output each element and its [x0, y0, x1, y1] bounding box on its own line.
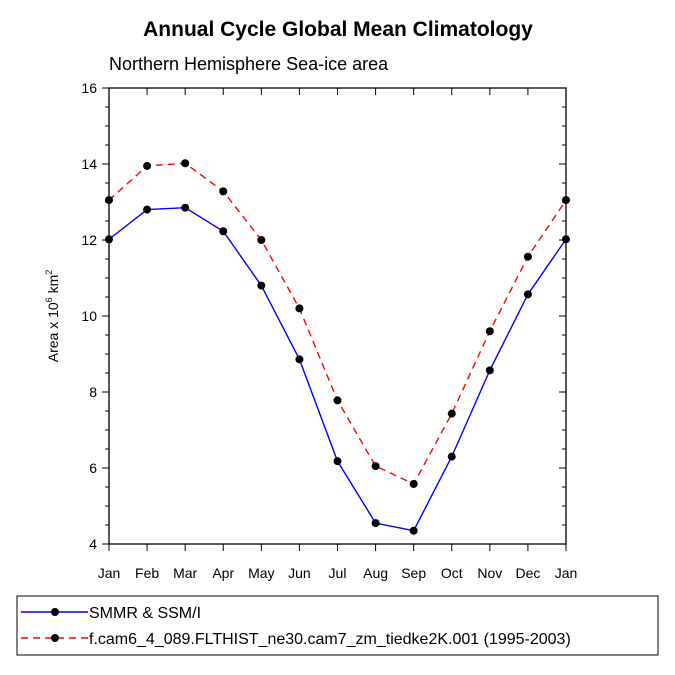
data-point [143, 205, 152, 214]
plot-area-frame [108, 87, 567, 545]
data-point [295, 355, 304, 364]
legend-marker [51, 608, 59, 616]
data-point [219, 227, 228, 236]
data-point [485, 366, 494, 375]
series-line [108, 206, 567, 532]
y-tick-label: 10 [81, 308, 97, 324]
data-point [523, 252, 532, 261]
x-tick-label: Mar [173, 565, 197, 581]
series-2 [105, 159, 570, 488]
y-axis-label: Area x 106 km2 [44, 270, 61, 363]
data-point [105, 196, 113, 205]
data-point [143, 161, 152, 170]
data-point [371, 462, 380, 471]
x-tick-label: Apr [212, 565, 234, 581]
data-point [333, 457, 342, 466]
x-tick-label: Aug [363, 565, 388, 581]
y-tick-label: 4 [89, 536, 97, 552]
x-tick-label: Oct [441, 565, 463, 581]
y-tick-labels: 4 6 8 10 12 14 16 [81, 80, 97, 552]
data-point [333, 396, 342, 405]
x-tick-label: Nov [477, 565, 502, 581]
y-tick-label: 12 [81, 232, 97, 248]
x-tick-label: Jun [288, 565, 311, 581]
x-tick-labels: Jan Feb Mar Apr May Jun Jul Aug Sep Oct Nov Dec Jan [98, 565, 578, 581]
y-tick-label: 16 [81, 80, 97, 96]
y-axis-label-prefix: Area x 10 [45, 302, 61, 362]
data-point [181, 203, 190, 212]
x-tick-label: May [248, 565, 274, 581]
legend-label: SMMR & SSM/I [89, 605, 201, 622]
x-tick-label: Dec [515, 565, 540, 581]
data-point [447, 452, 456, 461]
x-tick-label: Jan [555, 565, 578, 581]
x-tick-label: Sep [401, 565, 426, 581]
x-tick-label: Feb [135, 565, 159, 581]
data-point [485, 327, 494, 336]
data-point [295, 304, 304, 313]
legend-label: f.cam6_4_089.FLTHIST_ne30.cam7_zm_tiedke… [89, 631, 571, 648]
data-point [409, 526, 418, 535]
legend-box [16, 595, 659, 656]
x-tick-label: Jan [98, 565, 121, 581]
data-point [219, 187, 228, 196]
series-line [108, 162, 567, 485]
data-point [447, 409, 456, 418]
data-point [181, 159, 190, 168]
y-axis-label-unit-exponent: 2 [44, 270, 54, 275]
legend-marker [51, 634, 59, 642]
legend-item: SMMR & SSM/I [21, 605, 201, 622]
data-point [562, 196, 570, 205]
chart-subtitle: Northern Hemisphere Sea-ice area [109, 54, 389, 74]
data-point [257, 281, 266, 290]
y-axis-label-exponent: 6 [44, 297, 54, 302]
y-tick-label: 8 [89, 384, 97, 400]
data-point [257, 236, 266, 244]
legend-item: f.cam6_4_089.FLTHIST_ne30.cam7_zm_tiedke… [21, 631, 571, 648]
y-tick-label: 6 [89, 460, 97, 476]
chart-title: Annual Cycle Global Mean Climatology [143, 18, 533, 41]
data-point [523, 290, 532, 299]
legend: SMMR & SSM/I f.cam6_4_089.FLTHIST_ne30.ca… [21, 605, 571, 648]
series-layer [105, 159, 570, 535]
y-axis-label-unit: km [45, 275, 61, 298]
series-1 [105, 203, 570, 535]
data-point [371, 519, 380, 528]
y-tick-label: 14 [81, 156, 97, 172]
x-tick-label: Jul [329, 565, 347, 581]
data-point [105, 235, 113, 244]
data-point [409, 479, 418, 488]
data-point [562, 235, 570, 244]
